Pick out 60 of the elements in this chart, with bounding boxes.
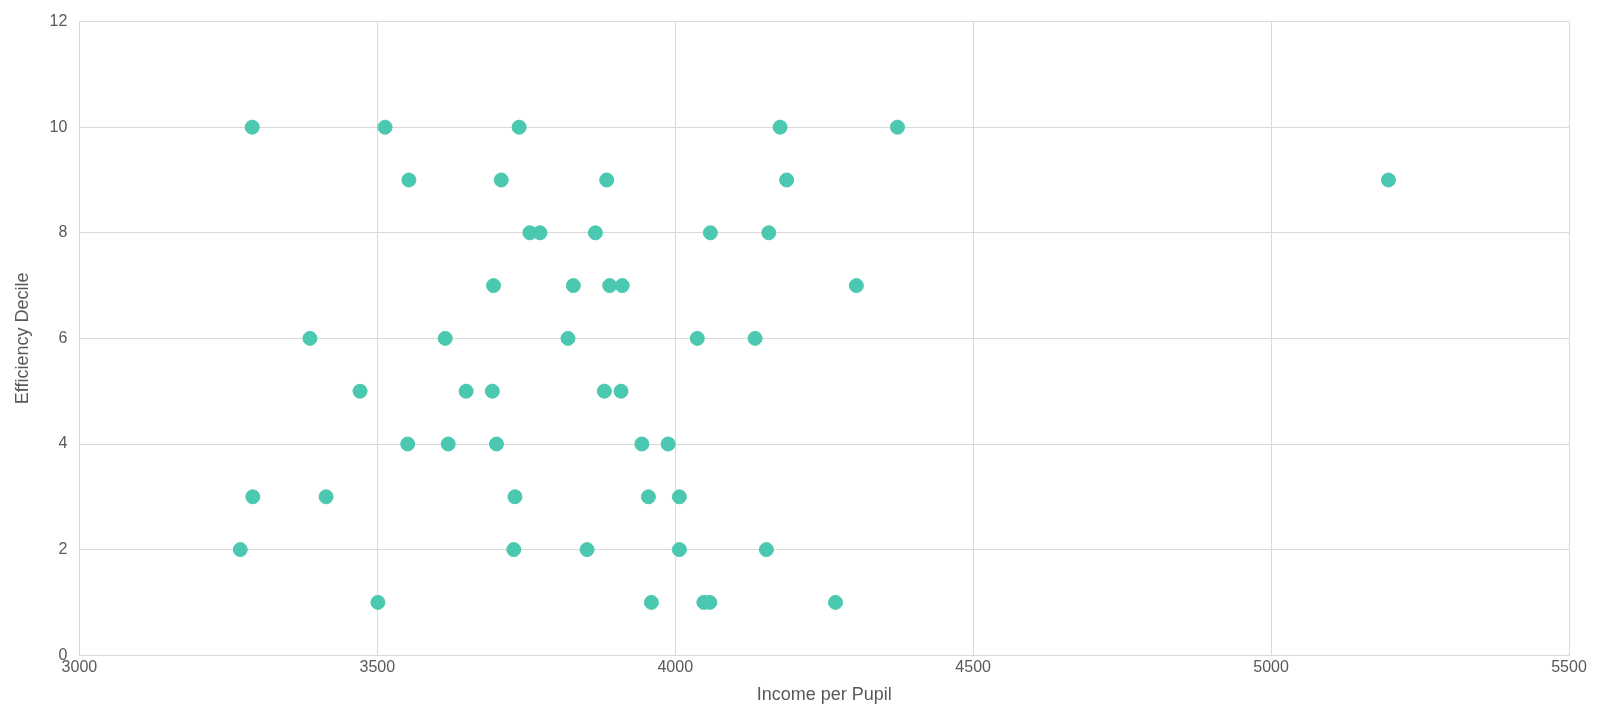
point [596, 383, 612, 399]
point [244, 119, 260, 135]
point [511, 119, 527, 135]
point [828, 594, 844, 610]
point [848, 278, 864, 294]
point [599, 172, 615, 188]
point [689, 330, 705, 346]
point [761, 225, 777, 241]
x-tick-label: 5000 [1253, 658, 1289, 676]
y-axis-title: Efficiency Decile [11, 272, 32, 405]
point [245, 489, 261, 505]
point [488, 436, 504, 452]
point [506, 542, 522, 558]
point [889, 119, 905, 135]
point [401, 172, 417, 188]
point [587, 225, 603, 241]
point [318, 489, 334, 505]
point [458, 383, 474, 399]
x-axis-title: Income per Pupil [756, 684, 892, 705]
point [747, 330, 763, 346]
point [377, 119, 393, 135]
point [352, 383, 368, 399]
point [370, 594, 386, 610]
point [772, 119, 788, 135]
x-tick-label: 4500 [955, 658, 992, 676]
point [602, 278, 618, 294]
x-tick-label: 5500 [1551, 658, 1587, 676]
point [671, 489, 687, 505]
point [613, 383, 629, 399]
point [634, 436, 650, 452]
point [660, 436, 676, 452]
x-tick-label: 4000 [657, 658, 694, 676]
point [671, 542, 687, 558]
point [779, 172, 795, 188]
x-tick-label: 3000 [61, 658, 98, 676]
point [400, 436, 416, 452]
y-tick-label: 10 [49, 117, 68, 135]
point [484, 383, 500, 399]
point [758, 542, 774, 558]
point [440, 436, 456, 452]
point [643, 594, 659, 610]
y-tick-label: 6 [58, 328, 68, 346]
point [614, 278, 630, 294]
y-tick-label: 4 [58, 434, 68, 452]
point [302, 330, 318, 346]
point [493, 172, 509, 188]
point [579, 542, 595, 558]
x-tick-label: 3500 [359, 658, 396, 676]
y-tick-label: 2 [58, 540, 68, 558]
y-tick-label: 8 [58, 223, 68, 241]
point [232, 542, 248, 558]
point [640, 489, 656, 505]
y-tick-label: 12 [49, 12, 68, 30]
point [437, 330, 453, 346]
point [507, 489, 523, 505]
point [702, 225, 718, 241]
point [565, 278, 581, 294]
point [486, 278, 502, 294]
point [560, 330, 576, 346]
point [1380, 172, 1396, 188]
